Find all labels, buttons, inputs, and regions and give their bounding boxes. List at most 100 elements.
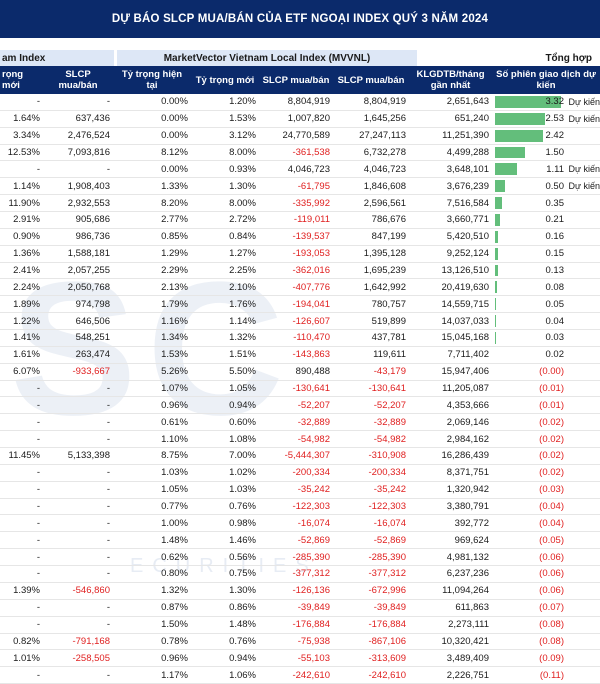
table-cell: 0.86% [191,599,259,617]
header-row: rọng mới SLCP mua/bán Tỷ trọng hiện tại Tỷ … [0,66,600,94]
sessions-value: (0.01) [539,399,564,411]
table-cell: -75,938 [259,633,333,651]
table-cell: -122,303 [333,498,409,516]
sessions-value: (0.08) [539,635,564,647]
table-cell: 1.76% [191,295,259,314]
table-cell: - [0,616,43,634]
sessions-cell: 0.08 [492,278,600,297]
table-cell: -377,312 [333,565,409,583]
table-cell: 0.78% [113,633,191,651]
column-header: rọng mới [0,66,44,94]
etf-forecast-table: rọng mới SLCP mua/bán Tỷ trọng hiện tại Tỷ … [0,66,600,684]
table-row: - -0.62% 0.56% -285,390 -285,390 4,981,132 (0.… [0,548,600,567]
table-row: - -0.87% 0.86% -39,849 -39,849 611,863 (0.07) [0,599,600,617]
table-row: 1.01% -258,505 0.96% 0.94% -55,103 -313,609 3,… [0,649,600,668]
table-cell: -126,607 [259,312,333,331]
table-cell: 1.22% [0,312,43,331]
table-cell: 4,499,288 [409,144,492,162]
table-cell: - [43,413,113,432]
table-cell: 651,240 [409,110,492,128]
table-cell: 2.25% [191,262,259,280]
group-header-total: Tổng hợp [545,52,592,64]
table-cell: 7,711,402 [409,346,492,364]
table-cell: 0.96% [113,396,191,415]
sessions-cell: 0.16 [492,228,600,246]
table-cell: 3,489,409 [409,649,492,668]
sessions-cell: (0.04) [492,514,600,533]
table-cell: 14,037,033 [409,312,492,331]
sessions-cell: (0.11) [492,666,600,684]
table-cell: -52,207 [259,396,333,415]
table-cell: - [43,616,113,634]
sessions-cell: (0.01) [492,380,600,398]
table-cell: - [43,464,113,482]
table-row: 2.41% 2,057,255 2.29% 2.25% -362,016 1,695,23… [0,262,600,280]
sessions-value: (0.07) [539,602,564,614]
table-cell: -32,889 [333,413,409,432]
sessions-data-bar [495,129,543,142]
sessions-value: (0.01) [539,383,564,395]
table-cell: 5.26% [113,363,191,381]
sessions-value: 2.42 [545,130,565,142]
table-cell: -61,795 [259,177,333,196]
table-row: 3.34% 2,476,524 0.00% 3.12% 24,770,589 27,247… [0,127,600,145]
table-cell: 2,984,162 [409,430,492,449]
table-cell: 905,686 [43,211,113,229]
table-cell: 611,863 [409,599,492,617]
table-cell: -176,884 [333,616,409,634]
column-header: SLCP mua/bán [259,66,334,94]
table-cell: 969,624 [409,531,492,550]
table-cell: - [43,599,113,617]
table-cell: 0.90% [0,228,43,246]
sessions-value: (0.02) [539,450,564,462]
table-cell: -242,610 [333,666,409,684]
table-cell: 1.27% [191,245,259,263]
table-cell: -55,103 [259,649,333,668]
table-cell: - [43,565,113,583]
table-cell: -54,982 [259,430,333,449]
table-cell: -122,303 [259,498,333,516]
table-cell: 5,420,510 [409,228,492,246]
table-cell: 1.03% [113,464,191,482]
table-cell: 1.39% [0,582,43,600]
table-row: - -0.96% 0.94% -52,207 -52,207 4,353,666 (0.01… [0,396,600,415]
table-cell: 1.64% [0,110,43,128]
sessions-value: 0.21 [545,214,565,226]
sessions-value: 0.35 [545,197,565,209]
table-cell: 6,732,278 [333,144,409,162]
table-row: - -0.77% 0.76% -122,303 -122,303 3,380,791 (0.… [0,498,600,516]
table-row: 2.91% 905,686 2.77% 2.72% -119,011 786,676 3,6… [0,211,600,229]
sessions-data-bar [495,163,517,176]
table-cell: - [43,666,113,684]
sessions-cell: (0.07) [492,599,600,617]
sessions-cell: (0.06) [492,582,600,600]
table-cell: 8,804,919 [259,94,333,111]
sessions-value: (0.00) [539,366,564,378]
sessions-value: 2.53 [545,113,565,125]
table-cell: 0.62% [113,548,191,567]
table-cell: 0.96% [113,649,191,668]
table-cell: 2.91% [0,211,43,229]
table-cell: 1.48% [113,531,191,550]
table-row: 2.24% 2,050,768 2.13% 2.10% -407,776 1,642,99… [0,278,600,297]
table-cell: 519,899 [333,312,409,331]
group-header-mvvnl: MarketVector Vietnam Local Index (MVVNL) [117,50,417,66]
table-cell: -546,860 [43,582,113,600]
table-cell: - [0,94,43,111]
table-cell: 2,069,146 [409,413,492,432]
table-cell: -242,610 [259,666,333,684]
sessions-value: (0.06) [539,568,564,580]
table-row: 0.90% 986,736 0.85% 0.84% -139,537 847,199 5,4… [0,228,600,246]
table-cell: 1.05% [113,481,191,499]
table-cell: -139,537 [259,228,333,246]
table-cell: 2,273,111 [409,616,492,634]
table-cell: 0.00% [113,127,191,145]
sessions-cell: 0.35 [492,194,600,213]
sessions-value: (0.03) [539,484,564,496]
table-cell: -377,312 [259,565,333,583]
table-cell: 263,474 [43,346,113,364]
table-cell: 1.79% [113,295,191,314]
table-cell: 0.98% [191,514,259,533]
table-cell: - [0,548,43,567]
table-cell: 13,126,510 [409,262,492,280]
